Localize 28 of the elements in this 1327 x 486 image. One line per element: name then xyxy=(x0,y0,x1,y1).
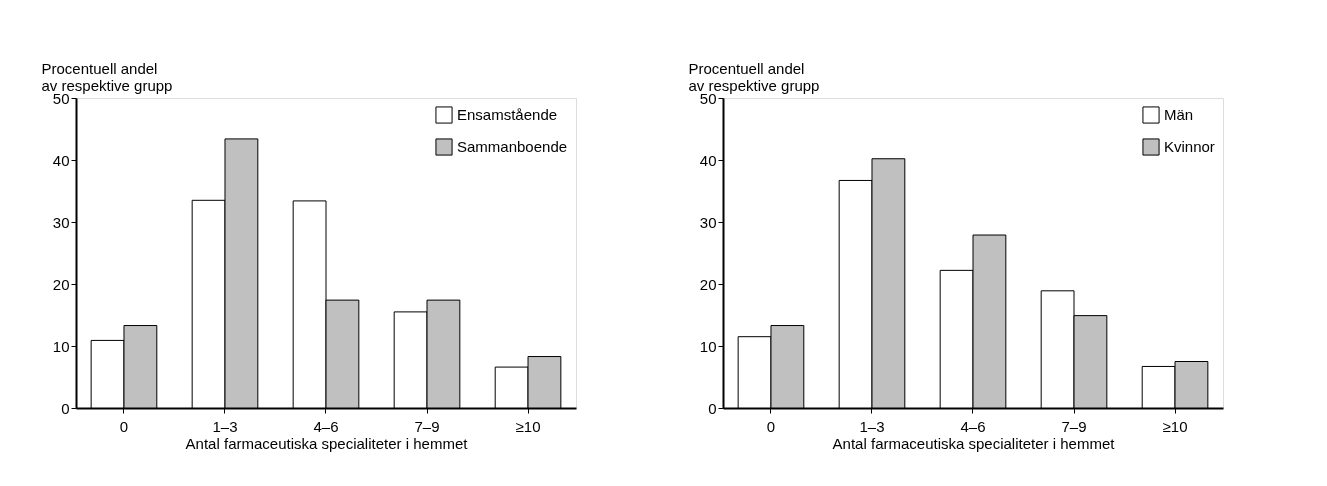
x-tick-label: 4–6 xyxy=(313,417,339,435)
x-tick-label: ≥10 xyxy=(515,417,541,435)
x-tick-label: 0 xyxy=(766,417,776,435)
y-tick-label: 40 xyxy=(52,151,70,169)
y-tick-label: 20 xyxy=(52,275,70,293)
legend-label: Ensamstående xyxy=(457,106,558,123)
x-tick-label: 0 xyxy=(119,417,129,435)
y-tick-label: 0 xyxy=(61,399,70,417)
y-axis-title: Procentuell andel av respektive grupp xyxy=(688,59,820,94)
x-axis-title: Antal farmaceutiska specialiteter i hemmet xyxy=(185,434,469,452)
legend-label: Män xyxy=(1164,106,1194,123)
legend-label: Sammanboende xyxy=(457,138,568,155)
x-tick-label: ≥10 xyxy=(1162,417,1188,435)
legend-label: Kvinnor xyxy=(1164,138,1215,155)
y-tick-label: 30 xyxy=(699,213,717,231)
y-tick-label: 0 xyxy=(708,399,717,417)
y-tick-label: 40 xyxy=(699,151,717,169)
x-axis-title: Antal farmaceutiska specialiteter i hemmet xyxy=(832,434,1116,452)
y-tick-label: 20 xyxy=(699,275,717,293)
x-tick-label: 4–6 xyxy=(960,417,986,435)
x-tick-label: 7–9 xyxy=(1061,417,1087,435)
x-tick-label: 7–9 xyxy=(414,417,440,435)
x-tick-label: 1–3 xyxy=(212,417,238,435)
y-tick-label: 30 xyxy=(52,213,70,231)
y-tick-label: 10 xyxy=(52,337,70,355)
x-tick-label: 1–3 xyxy=(859,417,885,435)
y-tick-label: 10 xyxy=(699,337,717,355)
y-axis-title: Procentuell andel av respektive grupp xyxy=(41,59,173,94)
